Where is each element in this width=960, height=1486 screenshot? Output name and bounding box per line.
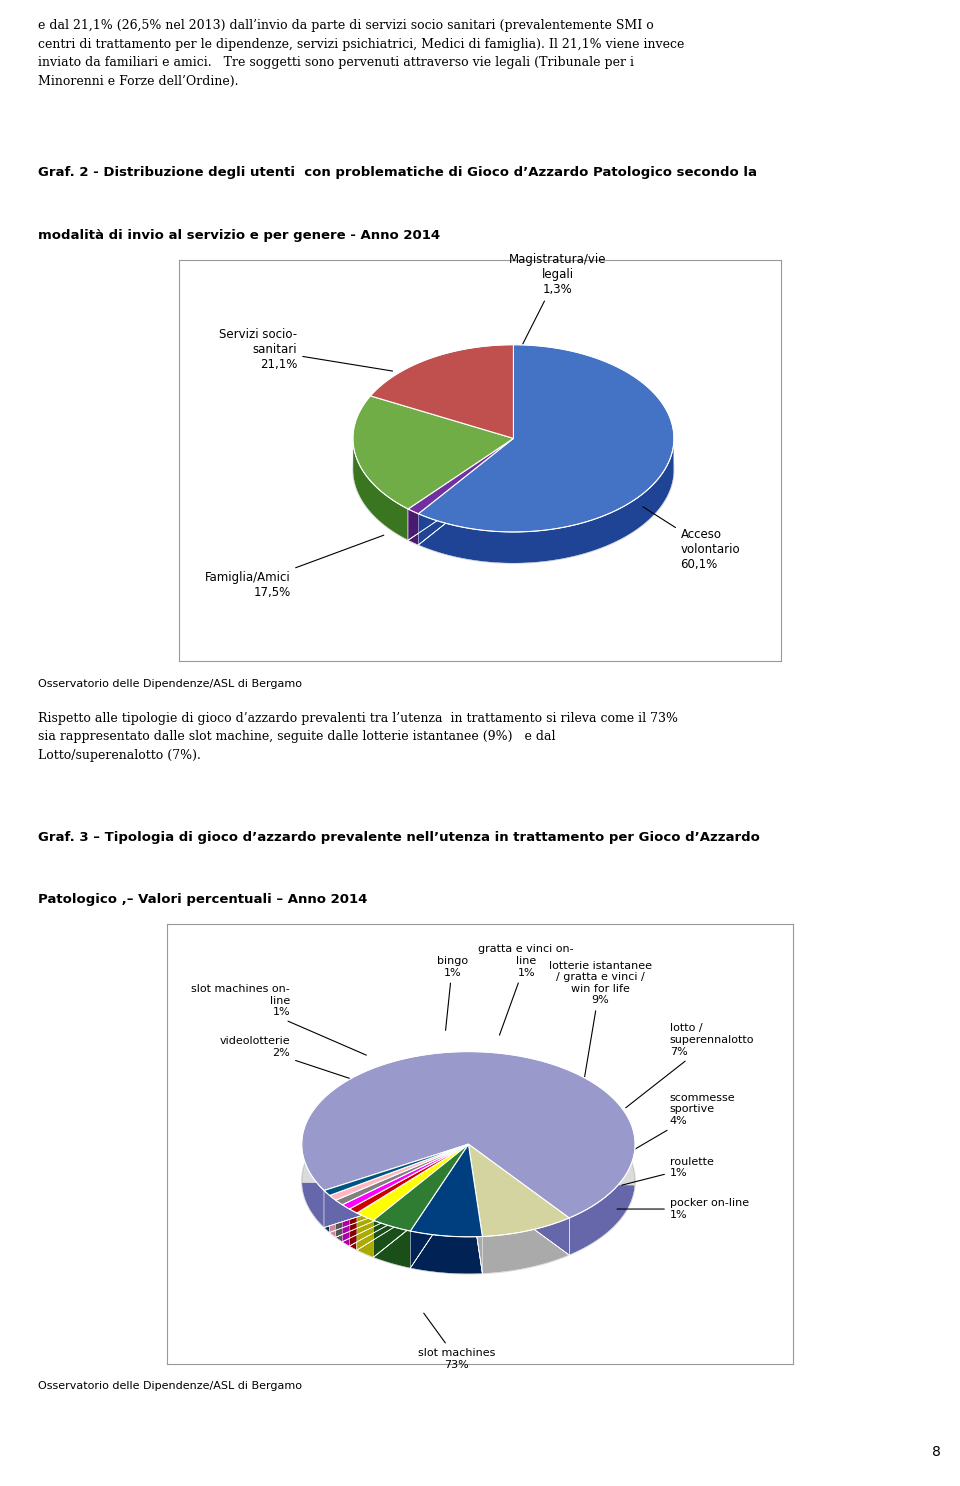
Text: Osservatorio delle Dipendenze/ASL di Bergamo: Osservatorio delle Dipendenze/ASL di Ber… [38, 1382, 302, 1391]
Text: Magistratura/vie
legali
1,3%: Magistratura/vie legali 1,3% [509, 253, 607, 346]
Polygon shape [373, 1144, 468, 1257]
Polygon shape [408, 438, 514, 514]
Text: slot machines
73%: slot machines 73% [419, 1314, 495, 1370]
Polygon shape [410, 1144, 482, 1236]
Text: Servizi socio-
sanitari
21,1%: Servizi socio- sanitari 21,1% [219, 328, 393, 372]
Text: lotterie istantanee
/ gratta e vinci /
win for life
9%: lotterie istantanee / gratta e vinci / w… [549, 960, 652, 1077]
Polygon shape [408, 438, 514, 541]
Text: e dal 21,1% (26,5% nel 2013) dall’invio da parte di servizi socio sanitari (prev: e dal 21,1% (26,5% nel 2013) dall’invio … [38, 19, 684, 88]
Polygon shape [371, 345, 514, 438]
Polygon shape [408, 438, 514, 541]
Polygon shape [373, 1144, 468, 1257]
Text: Patologico ,– Valori percentuali – Anno 2014: Patologico ,– Valori percentuali – Anno … [38, 893, 368, 906]
Polygon shape [336, 1144, 468, 1238]
Polygon shape [373, 1220, 410, 1268]
Polygon shape [343, 1144, 468, 1210]
Polygon shape [373, 1144, 468, 1230]
Text: Acceso
volontario
60,1%: Acceso volontario 60,1% [643, 507, 740, 571]
Polygon shape [329, 1144, 468, 1201]
Polygon shape [468, 1144, 482, 1274]
Polygon shape [329, 1144, 468, 1232]
Polygon shape [301, 1052, 636, 1219]
Text: scommesse
sportive
4%: scommesse sportive 4% [626, 1092, 735, 1155]
Polygon shape [324, 1144, 468, 1227]
Text: 8: 8 [932, 1444, 941, 1459]
Polygon shape [410, 1144, 468, 1268]
Polygon shape [410, 1144, 468, 1268]
Polygon shape [301, 1146, 635, 1256]
Polygon shape [353, 376, 674, 563]
Polygon shape [482, 1219, 569, 1274]
Text: slot machines on-
line
1%: slot machines on- line 1% [191, 984, 367, 1055]
Polygon shape [353, 440, 408, 541]
Polygon shape [336, 1144, 468, 1238]
Text: modalità di invio al servizio e per genere - Anno 2014: modalità di invio al servizio e per gene… [38, 229, 441, 242]
Polygon shape [329, 1144, 468, 1232]
Polygon shape [468, 1144, 569, 1256]
Polygon shape [349, 1210, 357, 1250]
Polygon shape [353, 395, 514, 510]
Polygon shape [419, 438, 514, 545]
Text: bingo
1%: bingo 1% [437, 955, 468, 1030]
Polygon shape [468, 1144, 569, 1236]
Polygon shape [343, 1205, 349, 1247]
Polygon shape [343, 1144, 468, 1242]
Text: Famiglia/Amici
17,5%: Famiglia/Amici 17,5% [204, 535, 384, 599]
Polygon shape [324, 1190, 329, 1232]
Polygon shape [349, 1144, 468, 1247]
Polygon shape [324, 1144, 468, 1195]
Text: Graf. 3 – Tipologia di gioco d’azzardo prevalente nell’utenza in trattamento per: Graf. 3 – Tipologia di gioco d’azzardo p… [38, 831, 760, 844]
Polygon shape [410, 1230, 482, 1274]
Polygon shape [357, 1213, 373, 1257]
Polygon shape [324, 1144, 468, 1227]
Polygon shape [468, 1144, 569, 1256]
Text: roulette
1%: roulette 1% [621, 1156, 713, 1186]
Polygon shape [343, 1144, 468, 1242]
Polygon shape [349, 1144, 468, 1213]
Polygon shape [357, 1144, 468, 1220]
Polygon shape [336, 1201, 343, 1242]
Text: gratta e vinci on-
line
1%: gratta e vinci on- line 1% [478, 944, 574, 1036]
Text: pocker on-line
1%: pocker on-line 1% [617, 1198, 749, 1220]
Text: Rispetto alle tipologie di gioco d’azzardo prevalenti tra l’utenza  in trattamen: Rispetto alle tipologie di gioco d’azzar… [38, 712, 679, 762]
Polygon shape [468, 1144, 482, 1274]
Text: Graf. 2 - Distribuzione degli utenti  con problematiche di Gioco d’Azzardo Patol: Graf. 2 - Distribuzione degli utenti con… [38, 166, 757, 180]
Text: Osservatorio delle Dipendenze/ASL di Bergamo: Osservatorio delle Dipendenze/ASL di Ber… [38, 679, 302, 688]
Text: videolotterie
2%: videolotterie 2% [220, 1036, 350, 1079]
Polygon shape [357, 1144, 468, 1250]
Polygon shape [349, 1144, 468, 1247]
Polygon shape [301, 1089, 636, 1274]
Polygon shape [336, 1144, 468, 1205]
Polygon shape [329, 1195, 336, 1238]
Polygon shape [357, 1144, 468, 1250]
Text: lotto /
superennalotto
7%: lotto / superennalotto 7% [626, 1024, 755, 1107]
Polygon shape [408, 510, 419, 545]
Polygon shape [419, 345, 674, 532]
Polygon shape [419, 438, 514, 545]
Polygon shape [419, 441, 674, 563]
